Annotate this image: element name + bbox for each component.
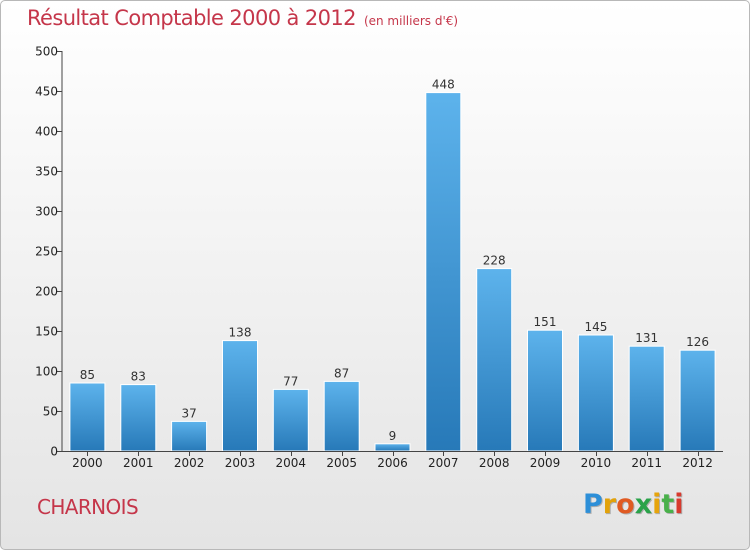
value-label-2002: 37 <box>181 406 196 420</box>
y-tick-label: 350 <box>35 165 58 179</box>
bar-2012 <box>679 349 716 452</box>
value-label-2010: 145 <box>584 320 607 334</box>
y-tick-label: 50 <box>43 405 58 419</box>
y-tick-label: 500 <box>35 45 58 59</box>
proxiti-logo[interactable]: Proxiti <box>583 489 684 520</box>
y-tick-label: 150 <box>35 325 58 339</box>
value-label-2001: 83 <box>131 370 146 384</box>
logo-letter: r <box>602 489 617 520</box>
bar-2006 <box>374 443 411 452</box>
bar-2008 <box>476 268 513 452</box>
x-tick-label-2003: 2003 <box>225 456 256 470</box>
x-axis: 2000 2001 2002 2003 2004 2005 2006 2007 2008 2009… <box>62 451 723 470</box>
y-tick-label: 0 <box>50 445 58 459</box>
bar-2005 <box>323 380 360 452</box>
value-label-2011: 131 <box>635 331 658 345</box>
bar-2009 <box>527 329 563 452</box>
x-tick-label-2001: 2001 <box>123 456 154 470</box>
value-label-2000: 85 <box>80 368 95 382</box>
logo-letter: o <box>616 489 635 520</box>
bar-2007 <box>425 92 462 452</box>
value-label-2007: 448 <box>432 78 455 92</box>
x-tick-label-2002: 2002 <box>174 456 205 470</box>
bar-2010 <box>577 334 614 452</box>
x-tick-label-2006: 2006 <box>377 456 408 470</box>
x-tick-label-2004: 2004 <box>276 456 307 470</box>
bar-2000 <box>69 382 106 452</box>
x-tick-label-2005: 2005 <box>326 456 357 470</box>
bars: 85 83 37 138 77 87 9 448 228 151 145 131 126 <box>69 78 716 452</box>
bar-2003 <box>222 340 258 452</box>
value-label-2006: 9 <box>389 429 397 443</box>
value-label-2004: 77 <box>283 374 298 388</box>
bar-2004 <box>272 388 309 452</box>
y-tick-label: 450 <box>35 85 58 99</box>
x-tick-label-2012: 2012 <box>682 456 713 470</box>
logo-letter: P <box>583 489 603 520</box>
logo-letter: x <box>634 489 653 520</box>
bar-2011 <box>628 345 665 452</box>
town-name: CHARNOIS <box>37 495 139 519</box>
y-tick-label: 300 <box>35 205 58 219</box>
value-label-2009: 151 <box>534 315 557 329</box>
subtitle-text: (en milliers d'€) <box>363 14 459 28</box>
x-tick-label-2009: 2009 <box>530 456 561 470</box>
logo-letter: i <box>652 489 662 520</box>
x-tick-label-2007: 2007 <box>428 456 459 470</box>
y-tick-label: 250 <box>35 245 58 259</box>
chart-title: Résultat Comptable 2000 à 2012 (en millie… <box>27 6 458 30</box>
y-axis: 0 50 100 150 200 250 300 350 400 450 500 <box>35 45 63 459</box>
logo-letter: i <box>674 489 684 520</box>
value-label-2005: 87 <box>334 366 349 380</box>
x-tick-label-2011: 2011 <box>631 456 662 470</box>
y-tick-label: 400 <box>35 125 58 139</box>
x-tick-label-2000: 2000 <box>72 456 103 470</box>
bar-2001 <box>120 384 157 452</box>
y-tick-label: 100 <box>35 365 58 379</box>
x-tick-label-2008: 2008 <box>479 456 510 470</box>
bar-2002 <box>171 420 208 452</box>
value-label-2003: 138 <box>229 326 252 340</box>
value-label-2012: 126 <box>686 335 709 349</box>
title-text: Résultat Comptable 2000 à 2012 <box>27 6 357 30</box>
y-tick-label: 200 <box>35 285 58 299</box>
x-tick-label-2010: 2010 <box>581 456 612 470</box>
value-label-2008: 228 <box>483 254 506 268</box>
logo-letter: t <box>661 489 675 520</box>
